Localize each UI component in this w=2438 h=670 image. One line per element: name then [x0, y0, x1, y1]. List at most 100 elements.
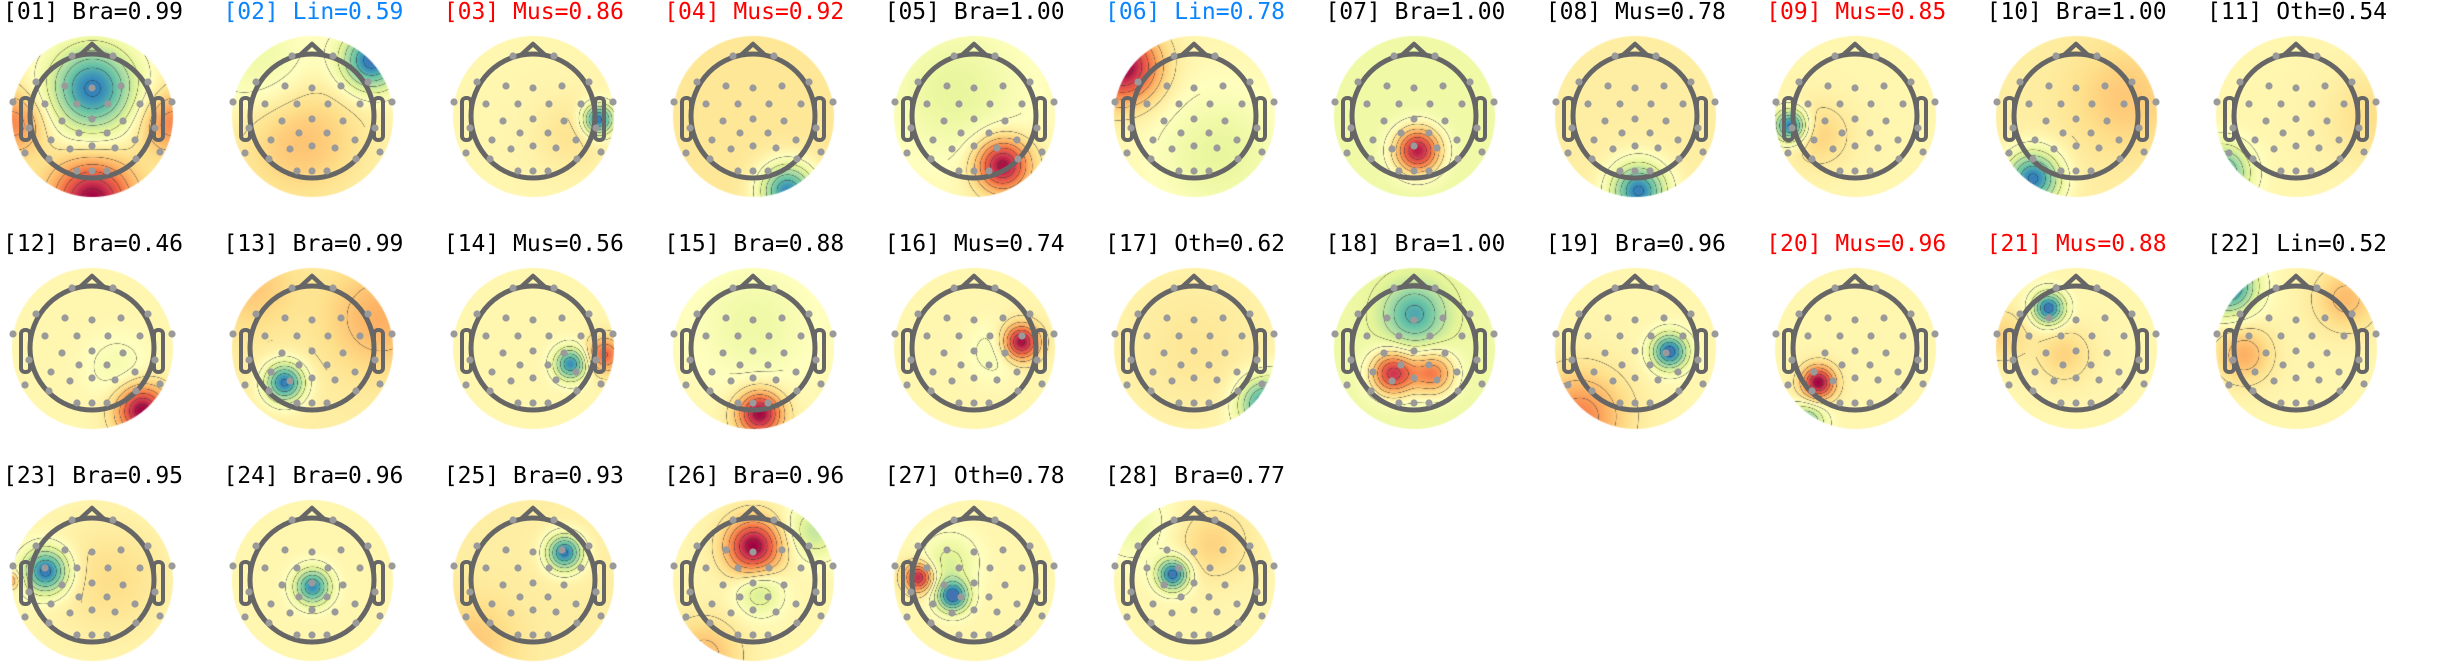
electrode-dot — [73, 631, 81, 639]
topomap-19 — [1544, 258, 1725, 438]
head-circle — [1570, 283, 1700, 413]
head-outline — [1331, 273, 1498, 413]
electrode-dot — [2348, 78, 2356, 86]
electrode-dot — [947, 377, 956, 385]
electrode-dot — [25, 356, 33, 364]
electrode-dot — [585, 310, 593, 318]
electrode-dot — [906, 356, 915, 364]
electrode-dot — [1838, 129, 1846, 137]
electrode-dot — [1824, 314, 1832, 322]
electrode-dot — [323, 361, 331, 369]
electrode-dot — [1425, 167, 1433, 175]
electrode-dot — [295, 361, 303, 369]
electrode-dot — [702, 100, 710, 108]
electrode-dot — [1631, 115, 1639, 123]
electrode-dot — [88, 316, 96, 324]
electrode-dot — [1838, 361, 1846, 369]
electrode-dot — [2292, 347, 2300, 355]
head-circle — [247, 51, 377, 181]
electrode-dot — [1206, 564, 1214, 572]
electrode-dot — [992, 376, 1001, 384]
electrode-dot — [1270, 562, 1278, 570]
electrode-dot — [2030, 136, 2039, 144]
electrode-dot — [1851, 399, 1859, 407]
component-title: [25] Bra=0.93 — [443, 463, 624, 489]
electrode-dot — [572, 368, 580, 376]
nose-shape — [1621, 273, 1649, 289]
electrode-dot — [2307, 167, 2315, 175]
component-title: [26] Bra=0.96 — [664, 463, 845, 489]
electrode-dot — [278, 581, 286, 589]
electrode-dot — [1147, 619, 1155, 627]
electrode-dot — [1882, 349, 1890, 357]
nose-shape — [298, 273, 326, 289]
electrode-dot — [890, 562, 899, 570]
electrode-dot — [734, 167, 742, 175]
electrode-dot — [88, 374, 96, 382]
electrode-dot — [2056, 399, 2065, 407]
component-title: [14] Mus=0.56 — [443, 231, 624, 257]
electrode-dot — [339, 117, 347, 125]
head-outline — [229, 273, 396, 413]
electrode-dot — [2270, 377, 2278, 385]
nose-shape — [78, 273, 106, 289]
electrode-dot — [708, 368, 716, 376]
electrode-dot — [1258, 380, 1266, 388]
electrode-dot — [329, 516, 337, 524]
electrode-dot — [1914, 124, 1922, 132]
electrode-dot — [1810, 136, 1818, 144]
electrode-dot — [2041, 117, 2050, 125]
component-title: [03] Mus=0.86 — [443, 0, 624, 25]
electrode-dot — [734, 100, 742, 108]
electrode-dot — [308, 606, 316, 614]
electrode-dot — [2094, 144, 2103, 152]
electrode-dot — [323, 399, 331, 407]
electrode-dot — [73, 399, 81, 407]
electrode-dot — [544, 593, 552, 601]
electrode-dot — [337, 82, 345, 90]
electrode-dot — [529, 579, 537, 587]
electrode-dot — [1354, 310, 1362, 318]
component-title: [09] Mus=0.85 — [1766, 0, 1947, 25]
electrode-dot — [1397, 361, 1405, 369]
electrode-dot — [1395, 100, 1403, 108]
electrode-dot — [2049, 377, 2058, 385]
electrode-dot — [1205, 593, 1213, 601]
electrode-dot — [1631, 84, 1639, 92]
nose-shape — [78, 41, 106, 57]
electrode-dot — [550, 52, 558, 60]
electrode-dot — [949, 284, 958, 292]
electrode-dot — [2134, 124, 2143, 132]
head-circle — [1129, 51, 1259, 181]
electrode-dot — [1211, 284, 1219, 292]
nose-shape — [78, 505, 106, 521]
electrode-dot — [749, 84, 757, 92]
electrode-dot — [1190, 399, 1198, 407]
head-circle — [1349, 51, 1479, 181]
electrode-dot — [764, 593, 772, 601]
electrode-dot — [1772, 98, 1780, 106]
electrode-dot — [1872, 52, 1880, 60]
electrode-dot — [947, 609, 956, 617]
electrode-dot — [969, 606, 978, 614]
electrode-dot — [1205, 399, 1213, 407]
electrode-dot — [1206, 100, 1214, 108]
electrode-dot — [1369, 368, 1377, 376]
electrode-dot — [131, 136, 139, 144]
electrode-dot — [1147, 155, 1155, 163]
electrode-dot — [1616, 167, 1624, 175]
electrode-dot — [706, 155, 714, 163]
electrode-dot — [529, 347, 537, 355]
electrode-dot — [2372, 330, 2380, 338]
electrode-dot — [609, 98, 617, 106]
electrode-dot — [793, 619, 801, 627]
electrode-dot — [1134, 542, 1142, 550]
electrode-dot — [323, 593, 331, 601]
electrode-dot — [1190, 84, 1198, 92]
electrode-dot — [1836, 399, 1844, 407]
electrode-dot — [514, 564, 522, 572]
electrode-dot — [2292, 167, 2300, 175]
electrode-dot — [1246, 542, 1254, 550]
electrode-dot — [1568, 124, 1576, 132]
electrode-dot — [1454, 387, 1462, 395]
